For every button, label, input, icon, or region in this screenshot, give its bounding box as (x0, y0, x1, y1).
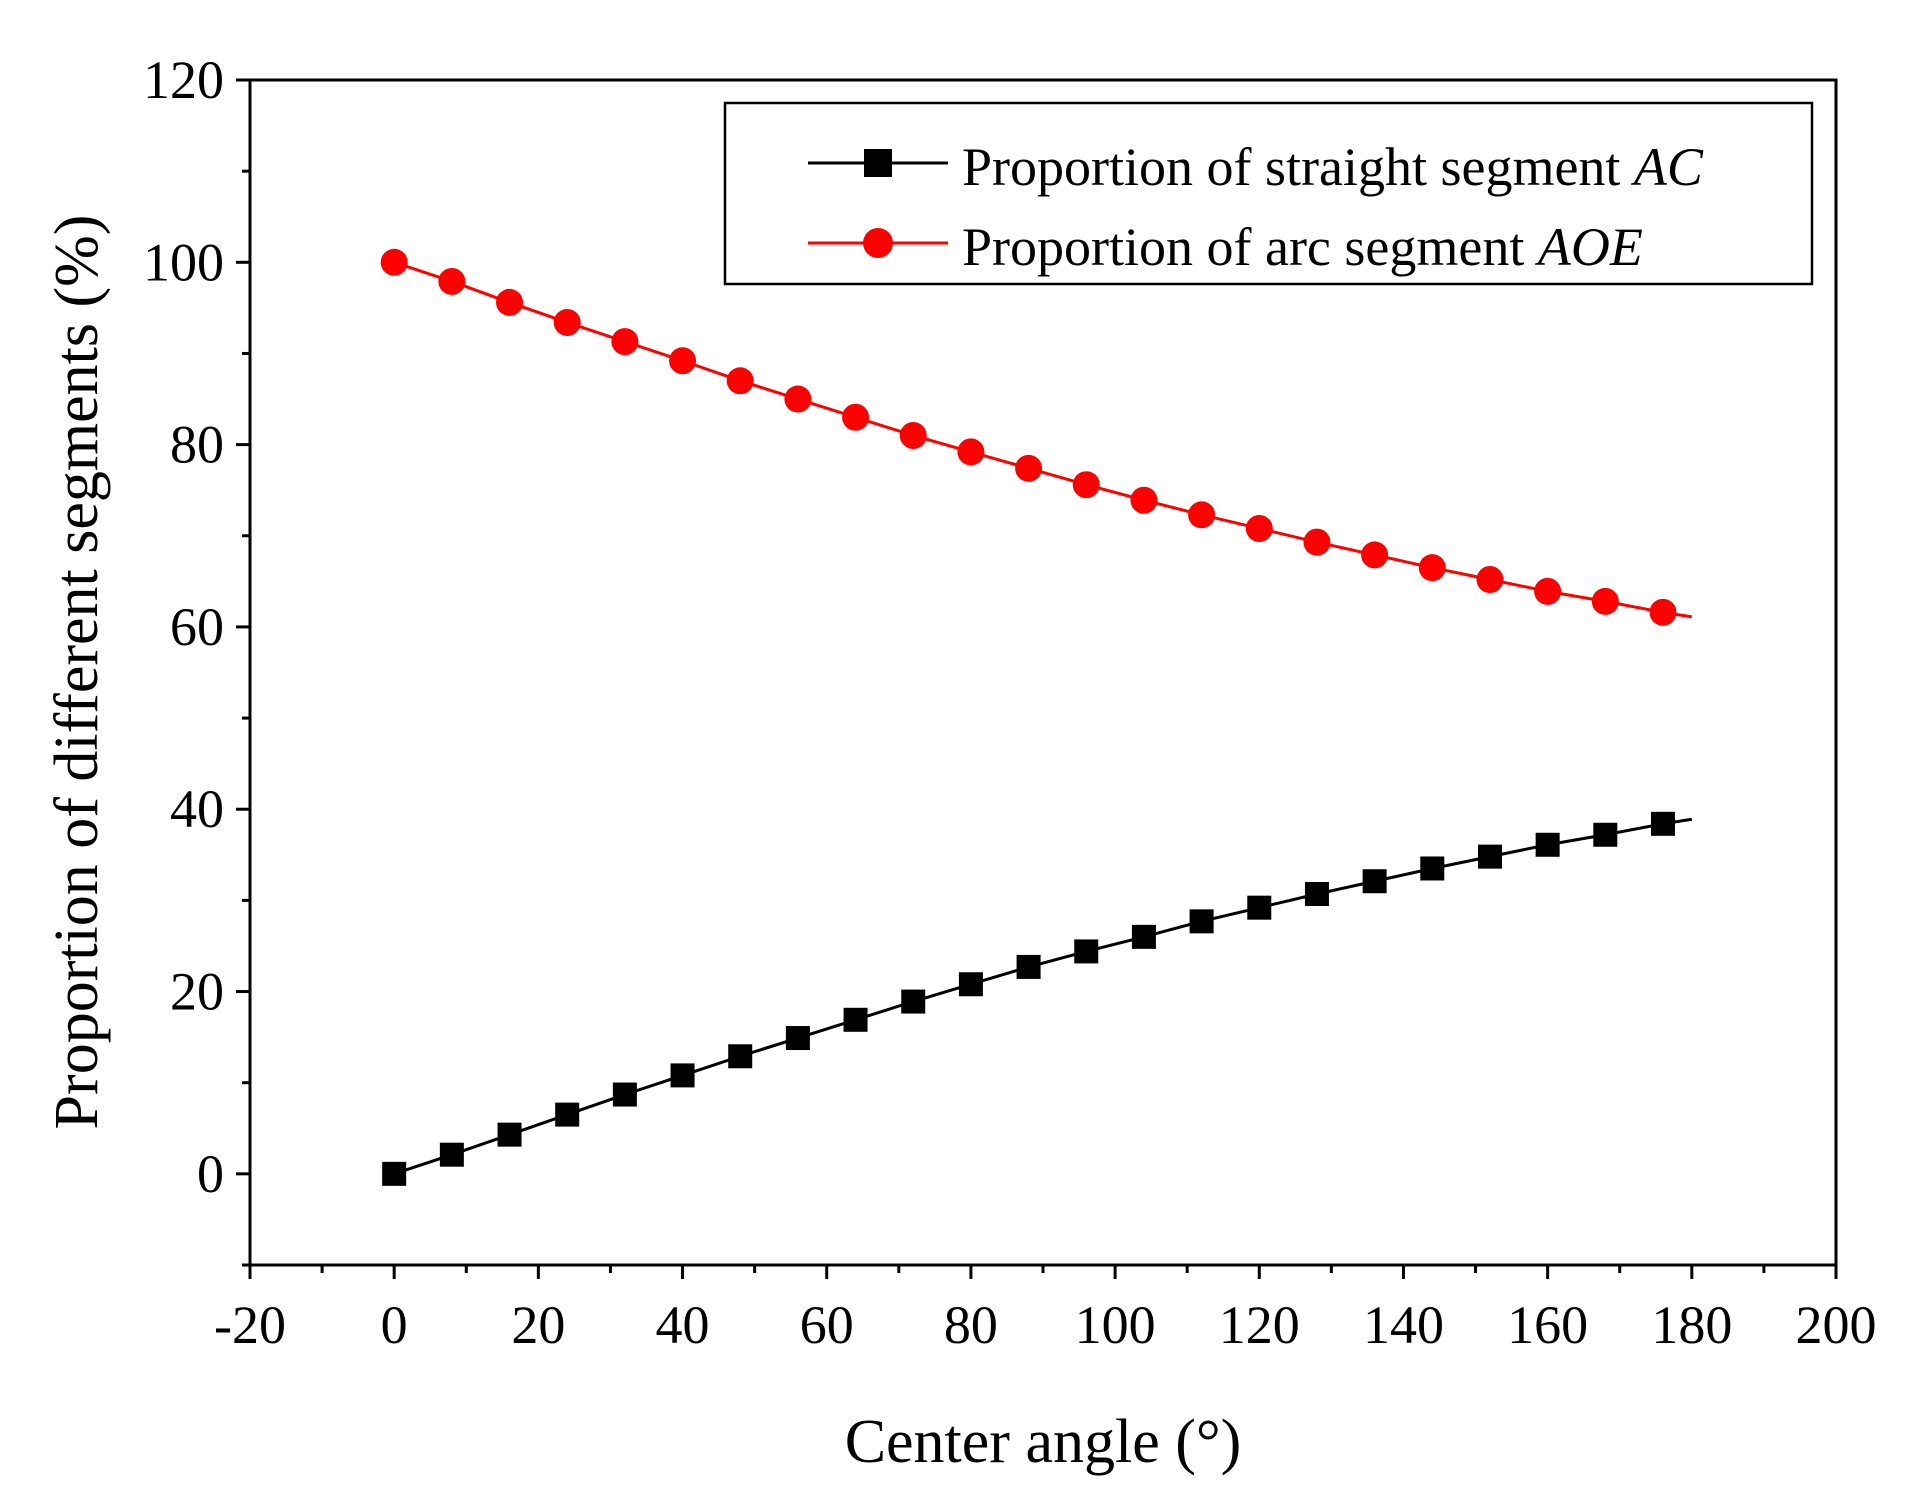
legend-label-straight: Proportion of straight segment AC (962, 137, 1704, 197)
data-point-square (1362, 869, 1387, 894)
data-point-circle (957, 438, 985, 466)
data-point-circle (1303, 528, 1331, 556)
data-point-circle (899, 422, 927, 449)
data-point-square (901, 989, 926, 1014)
x-tick-label: -20 (214, 1295, 286, 1355)
data-point-circle (1534, 577, 1562, 605)
data-point-circle (1188, 501, 1216, 529)
legend: Proportion of straight segment AC Propor… (723, 101, 1814, 286)
data-point-circle (1476, 566, 1504, 594)
data-point-square (382, 1161, 407, 1186)
data-point-circle (1649, 598, 1677, 626)
data-point-square (670, 1063, 695, 1088)
legend-label-arc-main: Proportion of arc segment (962, 217, 1538, 277)
x-tick-label: 160 (1507, 1295, 1588, 1355)
data-point-square (1593, 822, 1618, 847)
data-point-circle (1245, 514, 1273, 542)
data-point-circle (726, 367, 754, 395)
data-point-circle (380, 248, 408, 276)
data-point-square (612, 1082, 637, 1107)
data-point-circle (1072, 471, 1100, 499)
x-tick-label: 80 (944, 1295, 998, 1355)
data-point-square (555, 1102, 580, 1127)
data-point-circle (1418, 554, 1446, 582)
data-point-circle (842, 403, 870, 431)
data-point-circle (784, 385, 812, 413)
data-point-circle (1130, 486, 1158, 514)
legend-label-arc-italic: AOE (1535, 217, 1643, 277)
y-tick-label: 20 (170, 962, 224, 1022)
data-point-circle (1591, 587, 1619, 615)
data-point-circle (611, 328, 639, 356)
x-tick-label: 100 (1075, 1295, 1156, 1355)
y-tick-label: 80 (170, 415, 224, 475)
x-axis-label: Center angle (°) (845, 1408, 1242, 1476)
y-tick-label: 100 (143, 232, 224, 292)
series-line-0 (393, 817, 1693, 1176)
data-point-circle (438, 267, 466, 295)
x-tick-label: 0 (381, 1295, 408, 1355)
data-point-square (1650, 811, 1675, 836)
x-axis-ticks: -20 0 20 40 60 80 100 120 140 160 180 200 (214, 1265, 1877, 1355)
x-tick-label: 20 (511, 1295, 565, 1355)
data-point-circle (496, 288, 524, 316)
data-point-square (439, 1142, 464, 1167)
x-tick-label: 180 (1651, 1295, 1732, 1355)
legend-box (723, 101, 1814, 286)
y-tick-label: 120 (143, 50, 224, 110)
y-tick-label: 0 (197, 1144, 224, 1204)
data-point-circle (1361, 541, 1389, 569)
legend-label-straight-italic: AC (1631, 137, 1704, 197)
data-point-circle (553, 308, 581, 336)
x-tick-label: 120 (1219, 1295, 1300, 1355)
data-point-square (1074, 939, 1099, 964)
data-point-square (1016, 954, 1041, 979)
data-point-square (497, 1122, 522, 1147)
data-point-square (1131, 924, 1156, 949)
x-tick-label: 200 (1796, 1295, 1877, 1355)
legend-marker-arc (863, 228, 893, 258)
legend-label-arc: Proportion of arc segment AOE (962, 217, 1643, 277)
data-point-square (785, 1026, 810, 1051)
data-point-square (1477, 844, 1502, 869)
x-tick-label: 60 (800, 1295, 854, 1355)
legend-label-straight-main: Proportion of straight segment (962, 137, 1634, 197)
data-point-square (843, 1007, 868, 1032)
series-line-1 (393, 260, 1693, 619)
data-point-circle (669, 347, 697, 375)
data-point-square (1535, 832, 1560, 857)
x-tick-label: 40 (656, 1295, 710, 1355)
y-tick-label: 40 (170, 779, 224, 839)
series-layer (380, 248, 1693, 1186)
data-point-square (1420, 856, 1445, 881)
data-point-square (1304, 882, 1329, 907)
data-point-square (958, 972, 983, 997)
y-axis-ticks: 0 20 40 60 80 100 120 (143, 50, 250, 1267)
data-point-square (1247, 895, 1272, 920)
data-point-circle (1015, 454, 1043, 482)
x-tick-label: 140 (1363, 1295, 1444, 1355)
y-axis-label: Proportion of different segments (%) (43, 215, 111, 1130)
legend-marker-straight (864, 149, 892, 177)
y-tick-label: 60 (170, 597, 224, 657)
data-point-square (728, 1044, 753, 1069)
data-point-square (1189, 909, 1214, 934)
